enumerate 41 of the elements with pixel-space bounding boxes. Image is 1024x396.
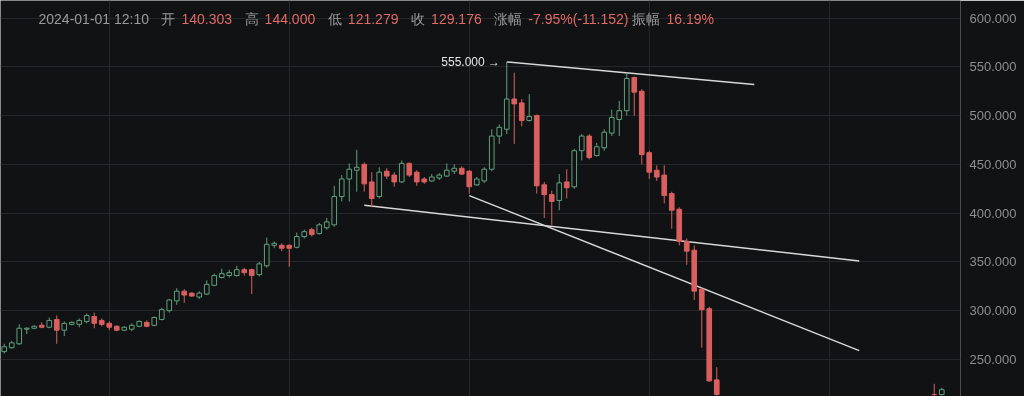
y-tick-label: 600.000 [969, 10, 1017, 26]
annotation: 2024-01-01 12:10 [38, 10, 150, 27]
annotation: 129.176 [431, 10, 482, 27]
candlestick [578, 133, 585, 161]
y-tick-label: 350.000 [969, 254, 1017, 270]
candlestick [346, 162, 353, 202]
candlestick [248, 268, 255, 295]
candlestick [496, 123, 503, 145]
annotation: 开 [161, 10, 176, 27]
candlestick [398, 159, 405, 184]
candlestick [556, 173, 563, 211]
candlestick [713, 366, 720, 396]
annotation: 140.303 [181, 10, 233, 27]
candlestick [511, 72, 518, 145]
annotation: 16.19% [666, 10, 714, 27]
candlestick [368, 171, 375, 208]
y-tick-label: 450.000 [969, 156, 1017, 172]
candlestick [53, 315, 60, 345]
annotation: 收 [411, 10, 426, 27]
y-tick-label: 550.000 [969, 59, 1017, 75]
y-tick-label: 500.000 [969, 108, 1017, 124]
annotation: 144.000 [264, 10, 316, 27]
candlestick [631, 76, 638, 117]
candlestick [361, 161, 368, 193]
annotation: 555.000 → [441, 54, 501, 69]
candlestick [548, 190, 555, 226]
candlestick [518, 98, 525, 127]
y-tick-label: 250.000 [969, 351, 1017, 367]
annotation: 振幅 [632, 10, 661, 27]
annotation: 高 [244, 10, 259, 27]
y-tick-label: 400.000 [969, 205, 1017, 221]
candlestick [586, 133, 593, 160]
annotation: -7.95%(-11.152) [528, 10, 629, 27]
candlestick [526, 93, 533, 122]
y-tick-label: 300.000 [969, 303, 1017, 319]
candlestick [563, 168, 570, 199]
annotation: 121.279 [347, 10, 399, 27]
candlestick [353, 149, 360, 193]
candlestick [338, 174, 345, 202]
annotation: 涨幅 [494, 10, 523, 27]
annotation: 低 [327, 10, 342, 27]
